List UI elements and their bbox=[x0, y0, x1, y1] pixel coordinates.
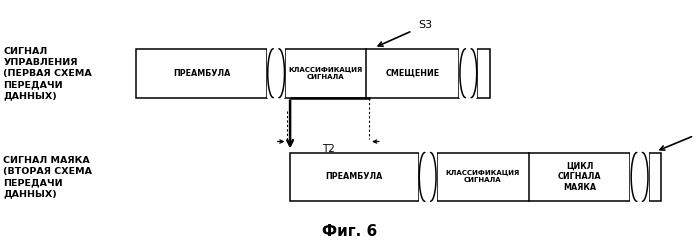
Text: ЦИКЛ
СИГНАЛА
МАЯКА: ЦИКЛ СИГНАЛА МАЯКА bbox=[558, 162, 601, 192]
Bar bbox=[649, 152, 661, 201]
Text: СИГНАЛ
УПРАВЛЕНИЯ
(ПЕРВАЯ СХЕМА
ПЕРЕДАЧИ
ДАННЫХ): СИГНАЛ УПРАВЛЕНИЯ (ПЕРВАЯ СХЕМА ПЕРЕДАЧИ… bbox=[3, 47, 92, 100]
Bar bbox=[419, 152, 437, 202]
Text: СИГНАЛ МАЯКА
(ВТОРАЯ СХЕМА
ПЕРЕДАЧИ
ДАННЫХ): СИГНАЛ МАЯКА (ВТОРАЯ СХЕМА ПЕРЕДАЧИ ДАНН… bbox=[3, 156, 92, 198]
Bar bbox=[630, 152, 649, 202]
Text: СМЕЩЕНИЕ: СМЕЩЕНИЕ bbox=[386, 69, 440, 78]
Text: ПРЕАМБУЛА: ПРЕАМБУЛА bbox=[326, 173, 383, 181]
Bar bbox=[459, 48, 477, 98]
Bar bbox=[267, 48, 285, 98]
Bar bbox=[477, 49, 490, 98]
Bar bbox=[437, 152, 630, 201]
Text: ПРЕАМБУЛА: ПРЕАМБУЛА bbox=[173, 69, 231, 78]
Text: T2: T2 bbox=[322, 144, 335, 154]
Bar bbox=[290, 152, 419, 201]
Text: Фиг. 6: Фиг. 6 bbox=[322, 224, 377, 239]
Text: S3: S3 bbox=[418, 20, 432, 30]
Text: КЛАССИФИКАЦИЯ
СИГНАЛА: КЛАССИФИКАЦИЯ СИГНАЛА bbox=[445, 170, 520, 183]
Bar bbox=[136, 49, 267, 98]
Text: КЛАССИФИКАЦИЯ
СИГНАЛА: КЛАССИФИКАЦИЯ СИГНАЛА bbox=[289, 67, 363, 80]
Bar bbox=[285, 49, 459, 98]
